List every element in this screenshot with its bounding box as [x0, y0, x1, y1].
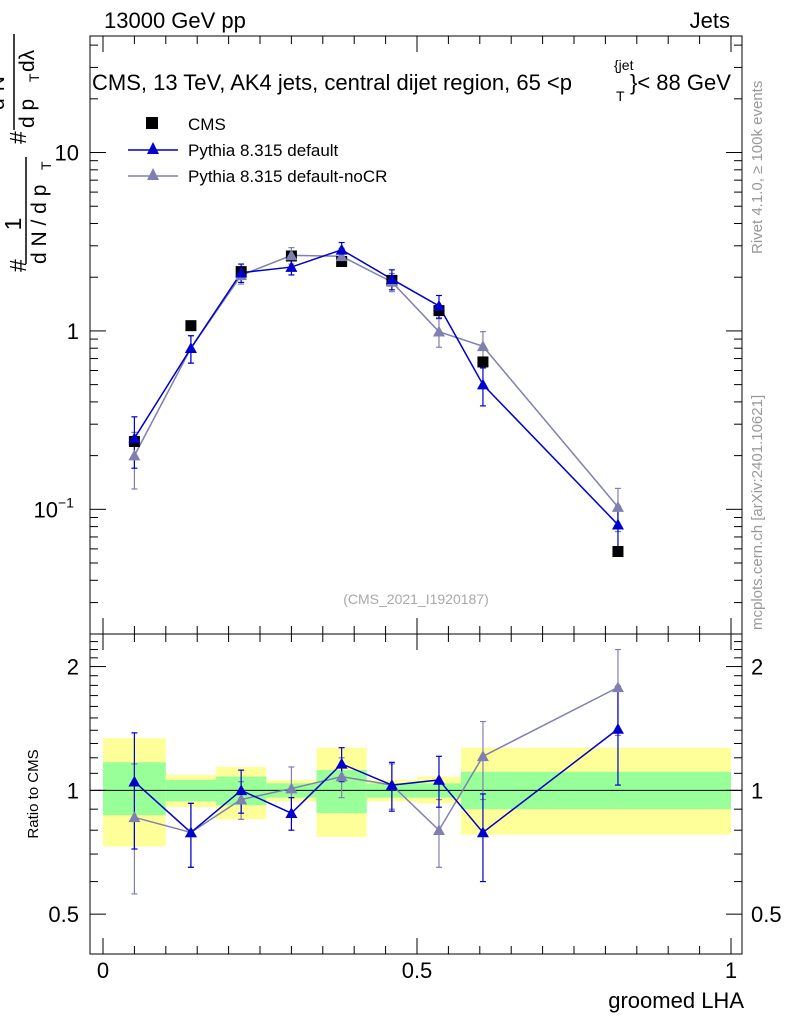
- legend: CMS Pythia 8.315 default Pythia 8.315 de…: [128, 115, 387, 186]
- ratio-axis-ticks: 0.5 0.5 1 1 2 2 0 0.5 1: [48, 633, 782, 983]
- ratio-curves: [128, 648, 624, 895]
- ratio-tick-label-left: 2: [67, 655, 79, 680]
- ratio-marker-default: [611, 722, 624, 734]
- y-label-den2: d p: [16, 99, 39, 128]
- x-tick-label: 1: [725, 958, 737, 983]
- ratio-marker-default: [335, 757, 348, 769]
- ratio-tick-label-right: 0.5: [751, 902, 782, 927]
- header-left: 13000 GeV pp: [104, 8, 246, 33]
- marker-nocr: [432, 325, 445, 337]
- ratio-marker-nocr: [335, 770, 348, 782]
- side-mcplots-label: mcplots.cern.ch [arXiv:2401.10621]: [749, 395, 766, 630]
- ratio-marker-default: [128, 775, 141, 787]
- ratio-y-label-text: Ratio to CMS: [25, 749, 42, 838]
- y-label-hash2: #: [5, 131, 31, 144]
- ratio-marker-default: [476, 826, 489, 838]
- ratio-tick-label-left: 0.5: [48, 902, 79, 927]
- y-tick-label: 1: [67, 319, 79, 344]
- title-sup: {jet: [614, 57, 634, 73]
- header-right: Jets: [690, 8, 730, 33]
- cms-data-point: [185, 320, 197, 332]
- legend-label-cms: CMS: [188, 115, 226, 134]
- legend-marker-cms: [146, 117, 158, 129]
- ratio-panel: 0.5 0.5 1 1 2 2 0 0.5 1 Ratio to CMS: [25, 633, 782, 983]
- marker-default: [385, 273, 398, 284]
- title-main: CMS, 13 TeV, AK4 jets, central dijet reg…: [92, 70, 572, 95]
- cms-data-point: [612, 546, 624, 558]
- y-label-den2-sub: T: [26, 73, 42, 82]
- analysis-watermark: (CMS_2021_I1920187): [343, 591, 489, 607]
- series-line-nocr: [133, 254, 619, 508]
- y-label-num1: 1: [0, 218, 26, 231]
- ratio-marker-default: [235, 784, 248, 796]
- side-mcplots-text: mcplots.cern.ch [arXiv:2401.10621]: [749, 395, 766, 630]
- legend-marker-default: [147, 142, 159, 154]
- ratio-marker-default: [285, 807, 298, 818]
- marker-nocr: [128, 449, 141, 461]
- series-line-default: [133, 248, 619, 526]
- marker-default: [128, 432, 141, 444]
- ratio-marker-default: [184, 826, 197, 838]
- ratio-marker-nocr: [432, 824, 445, 836]
- y-label-den1-sub: T: [38, 161, 54, 170]
- ratio-marker-default: [385, 779, 398, 790]
- marker-default: [335, 243, 348, 255]
- ratio-marker-nocr: [611, 681, 624, 693]
- cms-data-point: [477, 356, 489, 368]
- ratio-tick-label-right: 2: [751, 655, 763, 680]
- ratio-marker-default: [432, 773, 445, 785]
- title-sub: T: [616, 88, 625, 104]
- ratio-marker-nocr: [128, 811, 141, 823]
- side-rivet-text: Rivet 4.1.0, ≥ 100k events: [749, 81, 766, 254]
- marker-nocr: [476, 340, 489, 352]
- marker-default: [611, 518, 624, 530]
- marker-default: [432, 299, 445, 311]
- y-tick-label: 10: [34, 497, 58, 522]
- ratio-uncertainty-bands: [90, 738, 742, 847]
- y-label-hash1: #: [5, 259, 31, 272]
- marker-default: [235, 266, 248, 278]
- x-tick-label: 0.5: [402, 958, 433, 983]
- legend-marker-nocr: [147, 168, 159, 180]
- y-label-den1: d N / d p: [28, 185, 51, 264]
- title-end: }< 88 GeV: [630, 70, 731, 95]
- legend-label-nocr: Pythia 8.315 default-noCR: [188, 167, 387, 186]
- ratio-marker-nocr: [285, 782, 298, 794]
- y-label-den2-end: dλ: [16, 49, 39, 72]
- ratio-marker-nocr: [476, 750, 489, 762]
- main-curves: [128, 241, 624, 558]
- y-label-num2: d²N: [0, 76, 9, 110]
- legend-label-default: Pythia 8.315 default: [188, 141, 339, 160]
- plot-title: CMS, 13 TeV, AK4 jets, central dijet reg…: [92, 57, 731, 104]
- ratio-panel-frame: [89, 633, 743, 955]
- side-rivet-label: Rivet 4.1.0, ≥ 100k events: [749, 81, 766, 254]
- y-tick-label: 10: [55, 141, 79, 166]
- ratio-y-label: Ratio to CMS: [25, 749, 42, 838]
- ratio-marker-nocr: [235, 793, 248, 805]
- marker-default: [285, 261, 298, 272]
- marker-nocr: [285, 249, 298, 261]
- y-tick-label-exponent: −1: [58, 494, 74, 510]
- x-axis-label: groomed LHA: [608, 988, 744, 1013]
- y-axis-label: # 1 d N / d p T # d²N d p T dλ: [0, 34, 54, 272]
- cms-data-point: [336, 255, 348, 267]
- marker-default: [184, 342, 197, 354]
- marker-nocr: [335, 250, 348, 262]
- ratio-tick-label-left: 1: [67, 778, 79, 803]
- marker-default: [476, 378, 489, 390]
- x-tick-label: 0: [97, 958, 109, 983]
- ratio-tick-label-right: 1: [751, 778, 763, 803]
- marker-nocr: [611, 501, 624, 512]
